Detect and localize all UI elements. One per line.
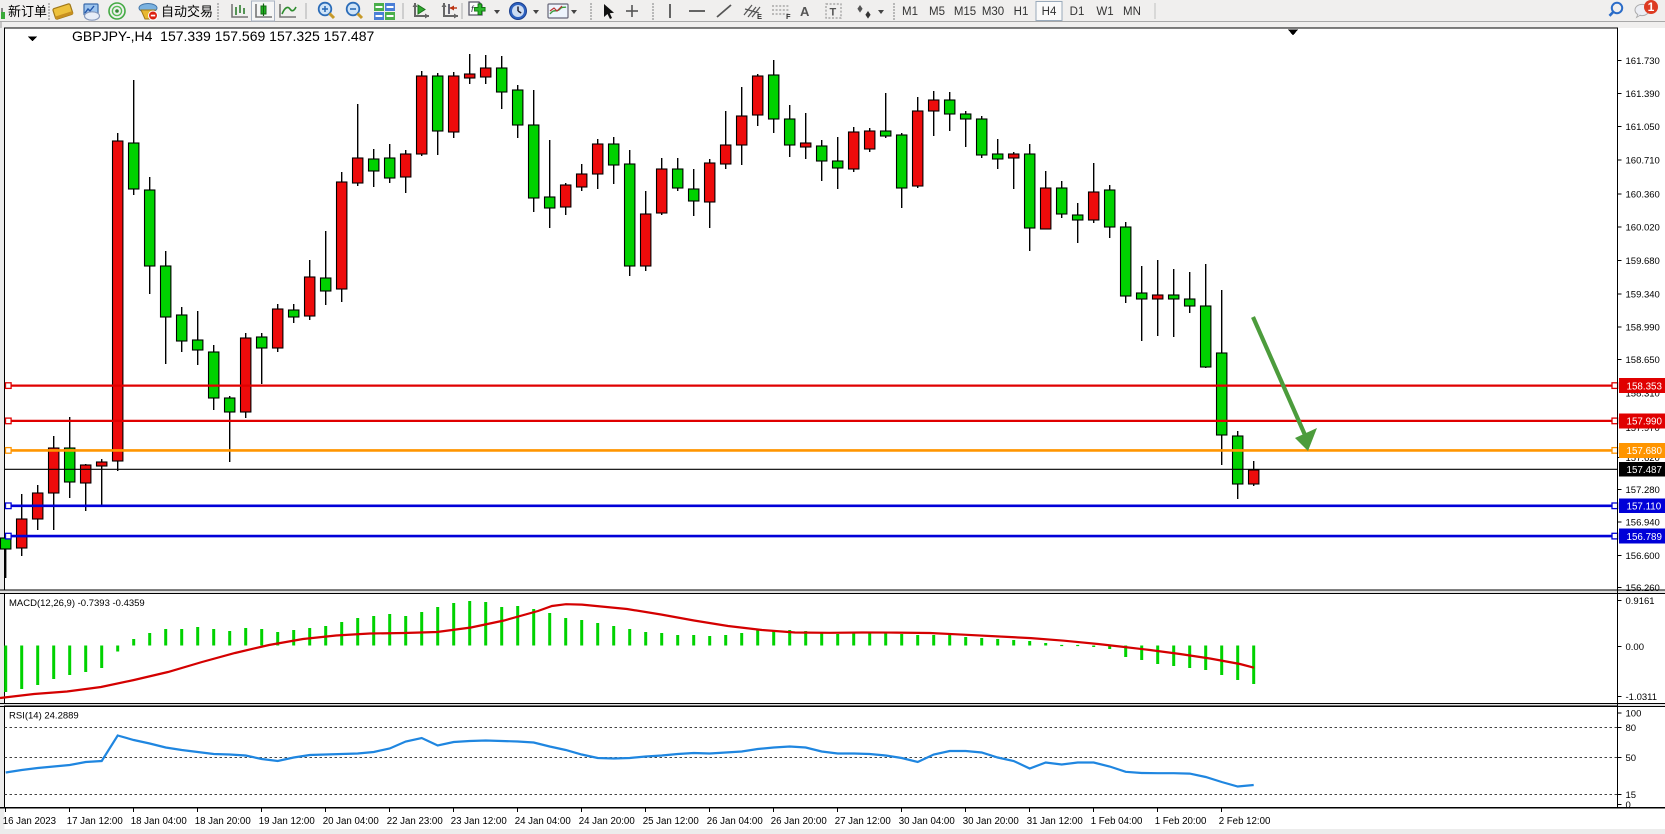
svg-text:E: E bbox=[757, 12, 762, 21]
svg-text:157.620: 157.620 bbox=[1626, 453, 1660, 464]
svg-text:24 Jan 04:00: 24 Jan 04:00 bbox=[515, 816, 572, 827]
svg-text:157.110: 157.110 bbox=[1627, 502, 1662, 513]
svg-text:-1.0311: -1.0311 bbox=[1626, 692, 1658, 703]
svg-text:156.600: 156.600 bbox=[1626, 551, 1660, 562]
svg-text:A: A bbox=[800, 4, 810, 19]
svg-text:160.710: 160.710 bbox=[1626, 156, 1660, 167]
svg-text:RSI(14) 24.2889: RSI(14) 24.2889 bbox=[9, 710, 79, 721]
svg-text:M1: M1 bbox=[902, 6, 918, 18]
svg-text:156.940: 156.940 bbox=[1626, 518, 1660, 529]
svg-text:25 Jan 12:00: 25 Jan 12:00 bbox=[643, 816, 700, 827]
svg-text:26 Jan 20:00: 26 Jan 20:00 bbox=[771, 816, 828, 827]
svg-text:157.280: 157.280 bbox=[1626, 485, 1660, 496]
svg-text:50: 50 bbox=[1626, 753, 1637, 764]
svg-text:15: 15 bbox=[1626, 790, 1637, 801]
svg-text:80: 80 bbox=[1626, 723, 1637, 734]
svg-text:156.789: 156.789 bbox=[1627, 532, 1662, 543]
svg-text:158.990: 158.990 bbox=[1626, 323, 1660, 334]
svg-text:158.353: 158.353 bbox=[1627, 381, 1663, 392]
svg-text:自动交易: 自动交易 bbox=[161, 4, 213, 19]
svg-text:22 Jan 23:00: 22 Jan 23:00 bbox=[387, 816, 444, 827]
svg-text:26 Jan 04:00: 26 Jan 04:00 bbox=[707, 816, 764, 827]
svg-text:0.9161: 0.9161 bbox=[1626, 596, 1655, 607]
svg-text:30 Jan 04:00: 30 Jan 04:00 bbox=[899, 816, 956, 827]
svg-text:1 Feb 20:00: 1 Feb 20:00 bbox=[1155, 816, 1207, 827]
svg-text:19 Jan 12:00: 19 Jan 12:00 bbox=[259, 816, 316, 827]
svg-text:GBPJPY-,H4 157.339 157.569 15: GBPJPY-,H4 157.339 157.569 157.325 157.4… bbox=[72, 28, 374, 44]
svg-text:18 Jan 04:00: 18 Jan 04:00 bbox=[131, 816, 188, 827]
svg-text:f: f bbox=[471, 4, 475, 14]
svg-text:24 Jan 20:00: 24 Jan 20:00 bbox=[579, 816, 636, 827]
svg-text:F: F bbox=[786, 12, 791, 21]
svg-text:2 Feb 12:00: 2 Feb 12:00 bbox=[1219, 816, 1271, 827]
svg-text:157.487: 157.487 bbox=[1627, 465, 1662, 476]
svg-text:159.340: 159.340 bbox=[1626, 290, 1660, 301]
svg-text:159.680: 159.680 bbox=[1626, 256, 1660, 267]
svg-text:31 Jan 12:00: 31 Jan 12:00 bbox=[1027, 816, 1084, 827]
svg-text:161.390: 161.390 bbox=[1626, 89, 1660, 100]
svg-text:158.650: 158.650 bbox=[1626, 355, 1660, 366]
svg-text:MN: MN bbox=[1123, 6, 1141, 18]
svg-text:D1: D1 bbox=[1070, 6, 1085, 18]
svg-text:158.310: 158.310 bbox=[1626, 389, 1660, 400]
svg-text:0.00: 0.00 bbox=[1626, 642, 1645, 653]
svg-text:M5: M5 bbox=[929, 6, 945, 18]
svg-text:20 Jan 04:00: 20 Jan 04:00 bbox=[323, 816, 380, 827]
svg-text:新订单: 新订单 bbox=[8, 4, 47, 19]
svg-text:160.360: 160.360 bbox=[1626, 190, 1660, 201]
svg-text:100: 100 bbox=[1626, 709, 1642, 720]
svg-text:157.680: 157.680 bbox=[1627, 446, 1663, 457]
svg-text:H4: H4 bbox=[1042, 6, 1057, 18]
svg-text:0: 0 bbox=[1626, 800, 1631, 811]
svg-text:17 Jan 12:00: 17 Jan 12:00 bbox=[67, 816, 124, 827]
svg-text:30 Jan 20:00: 30 Jan 20:00 bbox=[963, 816, 1020, 827]
svg-text:T: T bbox=[830, 7, 837, 19]
svg-text:157.970: 157.970 bbox=[1626, 423, 1660, 434]
svg-text:1 Feb 04:00: 1 Feb 04:00 bbox=[1091, 816, 1143, 827]
svg-text:157.990: 157.990 bbox=[1627, 417, 1663, 428]
svg-text:18 Jan 20:00: 18 Jan 20:00 bbox=[195, 816, 252, 827]
svg-text:MACD(12,26,9) -0.7393 -0.4359: MACD(12,26,9) -0.7393 -0.4359 bbox=[9, 598, 145, 609]
svg-text:1: 1 bbox=[1648, 0, 1655, 14]
svg-text:M30: M30 bbox=[982, 6, 1004, 18]
svg-text:M15: M15 bbox=[954, 6, 976, 18]
svg-text:H1: H1 bbox=[1014, 6, 1029, 18]
svg-text:23 Jan 12:00: 23 Jan 12:00 bbox=[451, 816, 508, 827]
svg-text:156.260: 156.260 bbox=[1626, 583, 1660, 594]
svg-text:160.020: 160.020 bbox=[1626, 223, 1660, 234]
svg-text:27 Jan 12:00: 27 Jan 12:00 bbox=[835, 816, 892, 827]
svg-text:161.050: 161.050 bbox=[1626, 122, 1660, 133]
svg-text:161.730: 161.730 bbox=[1626, 56, 1660, 67]
svg-text:W1: W1 bbox=[1096, 6, 1113, 18]
svg-text:16 Jan 2023: 16 Jan 2023 bbox=[3, 816, 56, 827]
